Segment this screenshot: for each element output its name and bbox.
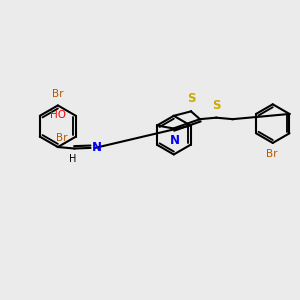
Text: Br: Br bbox=[266, 149, 278, 160]
Text: HO: HO bbox=[50, 110, 66, 120]
Text: Br: Br bbox=[52, 89, 64, 99]
Text: N: N bbox=[170, 134, 180, 147]
Text: H: H bbox=[69, 154, 76, 164]
Text: S: S bbox=[213, 99, 221, 112]
Text: S: S bbox=[187, 92, 195, 105]
Text: N: N bbox=[92, 141, 101, 154]
Text: Br: Br bbox=[56, 133, 68, 143]
